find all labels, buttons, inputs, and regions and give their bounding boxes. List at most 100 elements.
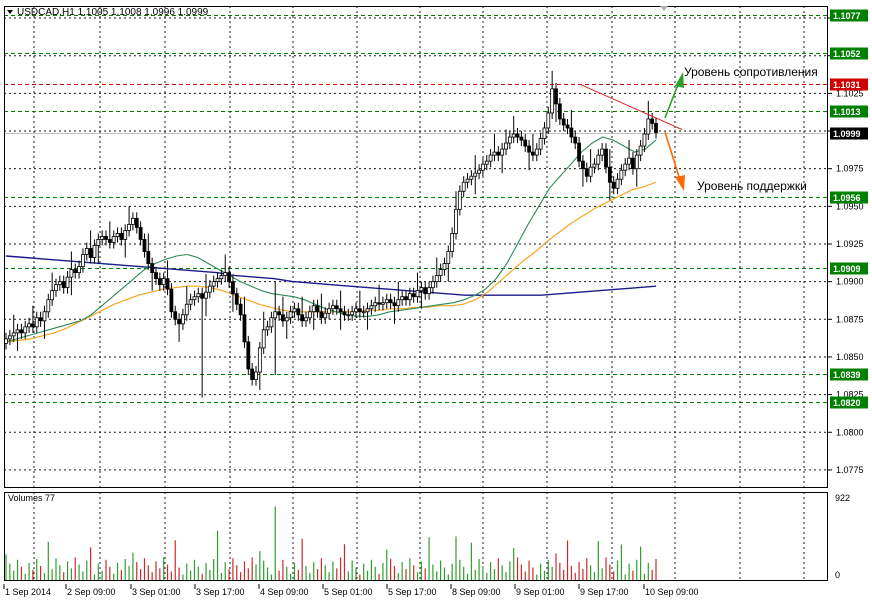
- y-tick-label: 1.0875: [836, 314, 864, 324]
- level-price-tag: [830, 262, 868, 275]
- y-tick-label: 1.0850: [836, 352, 864, 362]
- candle-body: [242, 314, 247, 343]
- candle-body: [511, 133, 516, 138]
- arrow-up-line: [664, 81, 680, 119]
- candle-body: [223, 272, 228, 277]
- candle-body: [19, 329, 24, 334]
- level-price-tag: [830, 9, 868, 22]
- candle-body: [473, 172, 478, 177]
- level-price-label: 1.1013: [833, 107, 861, 117]
- ma-mid-line: [5, 181, 657, 343]
- level-price-label: 1.0956: [833, 193, 861, 203]
- candle-body: [204, 291, 208, 299]
- candle-body: [257, 347, 262, 373]
- candle-body: [27, 323, 31, 328]
- level-price-tag: [830, 368, 868, 381]
- candle-body: [234, 293, 239, 305]
- candle-body: [57, 281, 62, 286]
- candle-body: [196, 293, 201, 298]
- candle-body: [23, 326, 28, 334]
- candle-body: [277, 311, 281, 316]
- y-tick-label: 1.1025: [836, 88, 864, 98]
- candle-body: [81, 254, 85, 267]
- candle-body: [396, 299, 401, 307]
- candle-body: [127, 224, 131, 231]
- candle-body: [211, 281, 216, 287]
- candle-body: [507, 136, 512, 144]
- candle-body: [192, 296, 197, 301]
- candle-body: [92, 245, 97, 258]
- candle-body: [438, 269, 443, 277]
- candle-body: [488, 154, 493, 162]
- dropdown-triangle-icon[interactable]: [7, 10, 13, 14]
- candle-body: [554, 88, 558, 105]
- candle-body: [461, 181, 466, 192]
- candle-body: [404, 296, 408, 301]
- candle-body: [588, 166, 593, 177]
- candle-body: [519, 136, 524, 141]
- volume-bars: [5, 506, 657, 581]
- x-tick-label: 1 Sep 2014: [5, 587, 51, 597]
- candle-body: [384, 299, 389, 304]
- candle-body: [177, 318, 181, 325]
- scroll-marker-icon[interactable]: [660, 6, 668, 11]
- candle-body: [65, 276, 70, 289]
- candle-body: [15, 329, 20, 334]
- candle-body: [377, 302, 381, 305]
- candle-body: [31, 323, 35, 328]
- candle-body: [281, 314, 285, 322]
- grid: [4, 6, 828, 581]
- candle-body: [450, 233, 455, 252]
- candle-body: [415, 290, 420, 298]
- candle-body: [469, 175, 474, 180]
- candle-body: [481, 163, 485, 171]
- volume-panel-border: [4, 492, 828, 581]
- candle-body: [38, 317, 43, 322]
- candle-body: [73, 269, 78, 274]
- candle-body: [154, 272, 158, 280]
- candle-body: [573, 136, 578, 144]
- level-price-tag: [830, 78, 868, 91]
- candle-body: [527, 145, 531, 153]
- candle-body: [311, 305, 316, 313]
- candle-body: [200, 293, 205, 299]
- candle-body: [338, 308, 343, 313]
- arrow-down-line: [664, 131, 681, 181]
- level-price-tag: [830, 396, 868, 409]
- candle-body: [61, 281, 66, 289]
- candle-body: [292, 308, 297, 313]
- candle-body: [619, 169, 624, 180]
- candle-body: [165, 278, 170, 290]
- candle-body: [207, 285, 212, 293]
- candle-body: [650, 118, 655, 124]
- candle-body: [188, 299, 193, 305]
- candle-body: [354, 308, 358, 313]
- candle-body: [457, 190, 462, 210]
- candle-body: [350, 311, 355, 316]
- x-tick-label: 5 Sep 17:00: [388, 587, 437, 597]
- candle-body: [181, 314, 185, 325]
- arrow-down-head-icon: [675, 175, 685, 191]
- candle-body: [300, 314, 305, 322]
- y-tick-label: 1.0825: [836, 390, 864, 400]
- candle-body: [477, 169, 481, 174]
- candle-body: [388, 299, 393, 304]
- candle-body: [42, 311, 47, 322]
- y-tick-label: 1.0800: [836, 427, 864, 437]
- candle-body: [631, 157, 635, 170]
- candle-body: [523, 139, 528, 147]
- ma-fast-line: [5, 136, 657, 343]
- candle-body: [284, 317, 289, 322]
- candle-body: [411, 293, 416, 298]
- x-tick-label: 4 Sep 09:00: [260, 587, 309, 597]
- resistance-trendline: [579, 83, 683, 130]
- candle-body: [565, 124, 570, 129]
- candle-body: [334, 305, 339, 310]
- candle-body: [615, 178, 620, 189]
- candle-body: [246, 341, 251, 370]
- candle-body: [577, 142, 581, 162]
- ma-slow-line: [5, 255, 657, 296]
- candle-body: [600, 148, 605, 156]
- candle-body: [77, 266, 81, 274]
